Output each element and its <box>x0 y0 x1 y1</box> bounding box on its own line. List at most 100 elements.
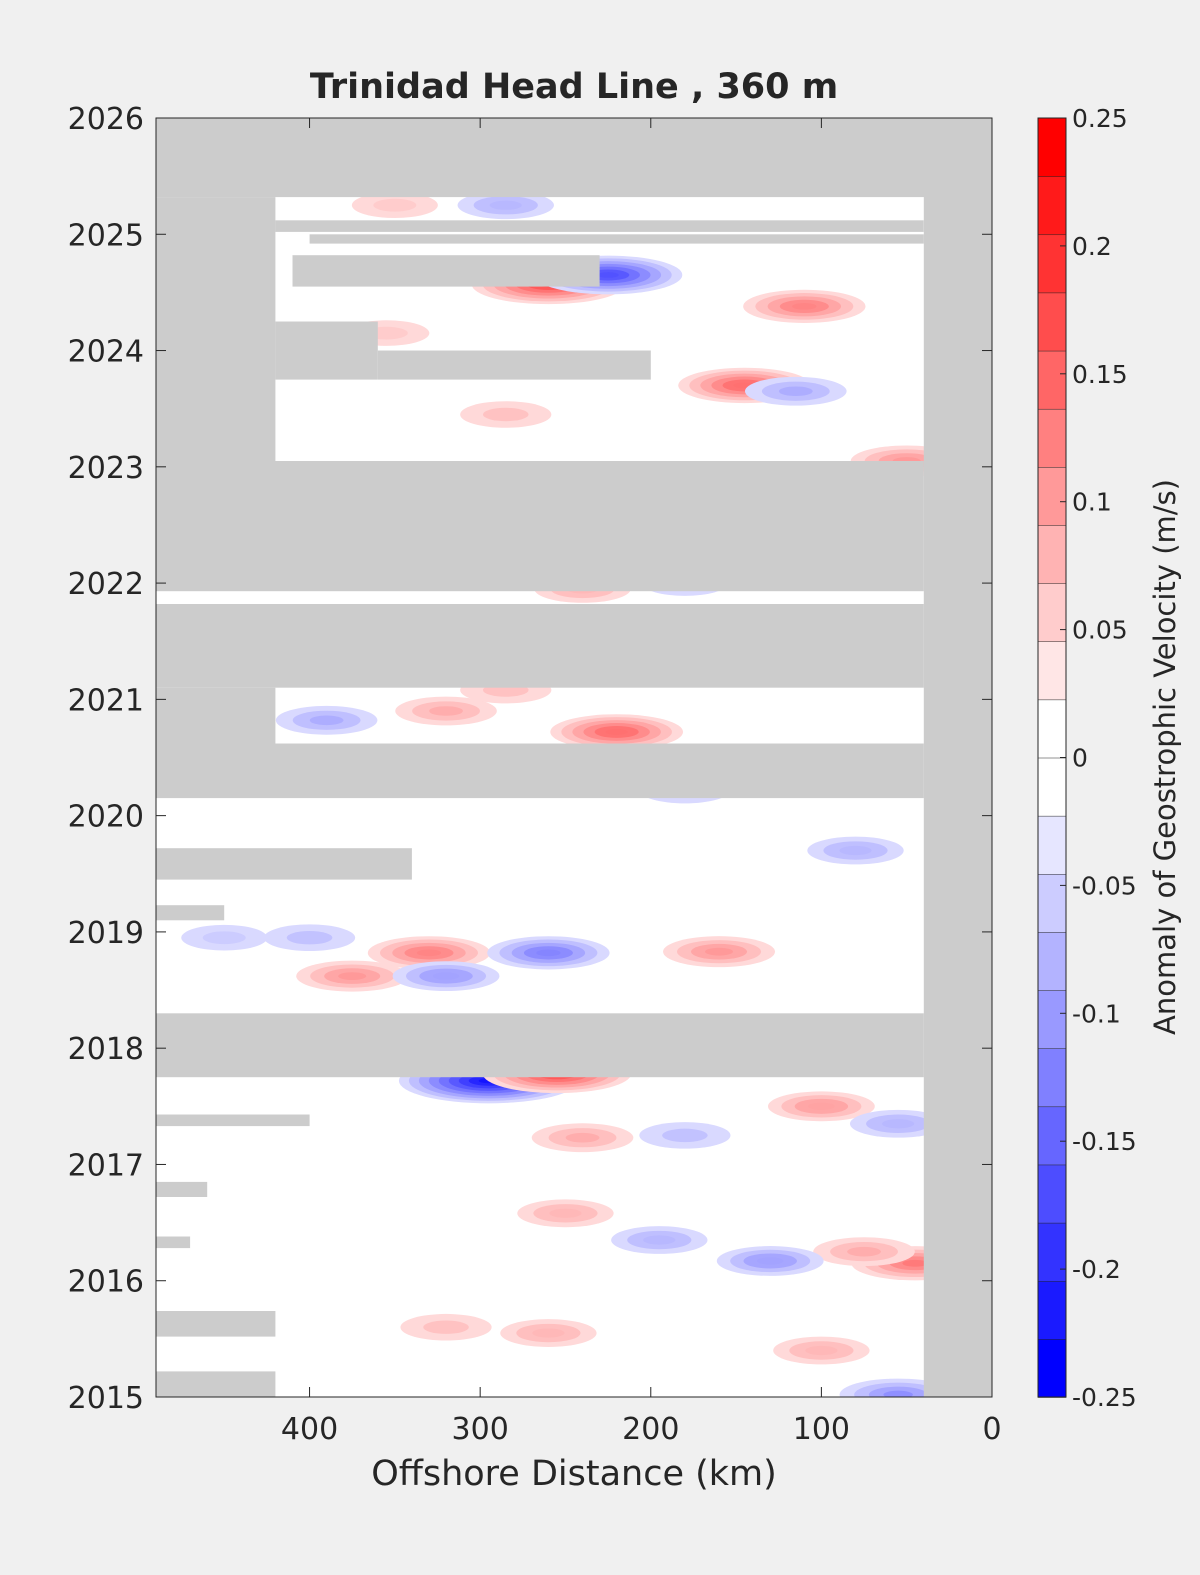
no-data-layer <box>156 118 992 1397</box>
anomaly-contour <box>778 386 813 397</box>
colorbar-swatch <box>1037 582 1067 642</box>
colorbar-swatch <box>1037 1047 1067 1108</box>
no-data-region <box>156 1181 208 1197</box>
y-tick-label: 2025 <box>68 218 144 253</box>
anomaly-contour <box>597 272 619 278</box>
colorbar-tick-label: 0.15 <box>1072 360 1128 389</box>
anomaly-contour <box>808 1102 835 1111</box>
colorbar-swatch <box>1037 524 1067 584</box>
plot-area <box>155 117 993 1398</box>
colorbar-tick-label: -0.25 <box>1072 1383 1137 1412</box>
anomaly-blob <box>517 1199 614 1228</box>
colorbar-swatch <box>1037 292 1067 352</box>
no-data-region <box>156 1311 276 1337</box>
anomaly-blob <box>367 936 491 970</box>
no-data-region <box>156 1013 924 1078</box>
x-tick-label: 200 <box>622 1412 679 1447</box>
anomaly-contour <box>902 1259 929 1267</box>
anomaly-blob <box>611 1226 708 1254</box>
colorbar-swatch <box>1037 350 1067 410</box>
colorbar-tick-label: -0.1 <box>1072 999 1121 1028</box>
colorbar-tick-label: -0.15 <box>1072 1127 1137 1156</box>
anomaly-contour <box>839 845 872 856</box>
anomaly-contour <box>489 200 522 210</box>
anomaly-blob <box>275 705 378 735</box>
colorbar-tick-label: 0.2 <box>1072 232 1112 261</box>
colorbar-swatch <box>1037 175 1067 236</box>
colorbar-swatch <box>1037 408 1067 468</box>
y-tick-label: 2023 <box>68 451 144 486</box>
no-data-region <box>156 1371 276 1397</box>
colorbar-swatches <box>1037 117 1067 1398</box>
anomaly-contour <box>883 1390 913 1397</box>
colorbar-swatch <box>1037 873 1067 933</box>
y-tick-label: 2015 <box>68 1381 144 1416</box>
no-data-region <box>275 220 924 232</box>
anomaly-contour <box>202 931 246 945</box>
anomaly-blob <box>743 289 866 323</box>
anomaly-blob <box>296 960 409 992</box>
anomaly-blob <box>639 1122 731 1149</box>
colorbar-swatch <box>1037 234 1067 294</box>
no-data-region <box>156 687 276 744</box>
anomaly-blob <box>181 924 268 951</box>
no-data-region <box>923 118 992 1397</box>
anomaly-contour <box>286 931 333 945</box>
x-tick-label: 400 <box>281 1412 338 1447</box>
anomaly-contour <box>565 1132 600 1143</box>
no-data-region <box>156 905 225 921</box>
anomaly-blob <box>531 1123 634 1153</box>
anomaly-contour <box>805 1345 838 1356</box>
y-tick-label: 2016 <box>68 1265 144 1300</box>
no-data-region <box>156 604 924 688</box>
anomaly-blob <box>487 936 610 970</box>
no-data-region <box>156 848 412 880</box>
anomaly-contour <box>549 1208 582 1218</box>
anomaly-contour <box>482 407 529 422</box>
no-data-region <box>156 1114 310 1127</box>
colorbar-tick-label: 0.05 <box>1072 616 1128 645</box>
colorbar-tick-label: 0 <box>1072 744 1088 773</box>
anomaly-contour <box>792 303 817 310</box>
anomaly-contour <box>847 1246 881 1257</box>
colorbar-tick-label: -0.2 <box>1072 1255 1121 1284</box>
anomaly-blob <box>767 1091 875 1122</box>
anomaly-blob <box>457 191 554 220</box>
colorbar-swatch <box>1037 989 1067 1049</box>
x-tick-label: 0 <box>982 1412 1001 1447</box>
colorbar-swatch <box>1037 640 1067 701</box>
colorbar: 0.25 0.2 0.15 0.1 0.05 0 -0.05 -0.1 -0.15 -0.2 -0.… <box>1037 104 1182 1412</box>
anomaly-contour <box>432 972 460 980</box>
anomaly-blob <box>500 1319 597 1347</box>
anomaly-blob <box>744 376 847 406</box>
colorbar-tick-label: 0.1 <box>1072 488 1112 517</box>
x-tick-label: 300 <box>452 1412 509 1447</box>
anomaly-blob <box>663 936 776 968</box>
colorbar-swatch <box>1037 1338 1067 1398</box>
y-axis: 2015 2016 2017 2018 2019 2020 2021 2022 2023 2024… <box>68 102 992 1416</box>
colorbar-swatch <box>1037 1164 1067 1224</box>
y-tick-label: 2017 <box>68 1148 144 1183</box>
no-data-region <box>377 350 651 380</box>
colorbar-swatch <box>1037 466 1067 526</box>
colorbar-swatch <box>1037 757 1067 817</box>
anomaly-blob <box>773 1336 870 1365</box>
anomaly-contour <box>605 729 628 735</box>
anomaly-contour <box>536 949 561 957</box>
anomaly-contour <box>373 198 417 212</box>
plot-frame <box>155 117 993 1398</box>
y-tick-label: 2022 <box>68 567 144 602</box>
colorbar-swatch <box>1037 1222 1067 1282</box>
colorbar-swatch <box>1037 1280 1067 1340</box>
anomaly-blob <box>351 192 438 219</box>
anomaly-contour <box>309 715 344 726</box>
x-axis-label: Offshore Distance (km) <box>371 1454 777 1494</box>
anomaly-blob <box>392 961 500 991</box>
anomaly-blob <box>716 1246 824 1276</box>
anomaly-blob <box>460 401 552 428</box>
anomaly-contour <box>532 1328 565 1338</box>
anomaly-blob <box>263 924 356 952</box>
no-data-region <box>156 197 276 467</box>
colorbar-tick-label: -0.05 <box>1072 871 1137 900</box>
